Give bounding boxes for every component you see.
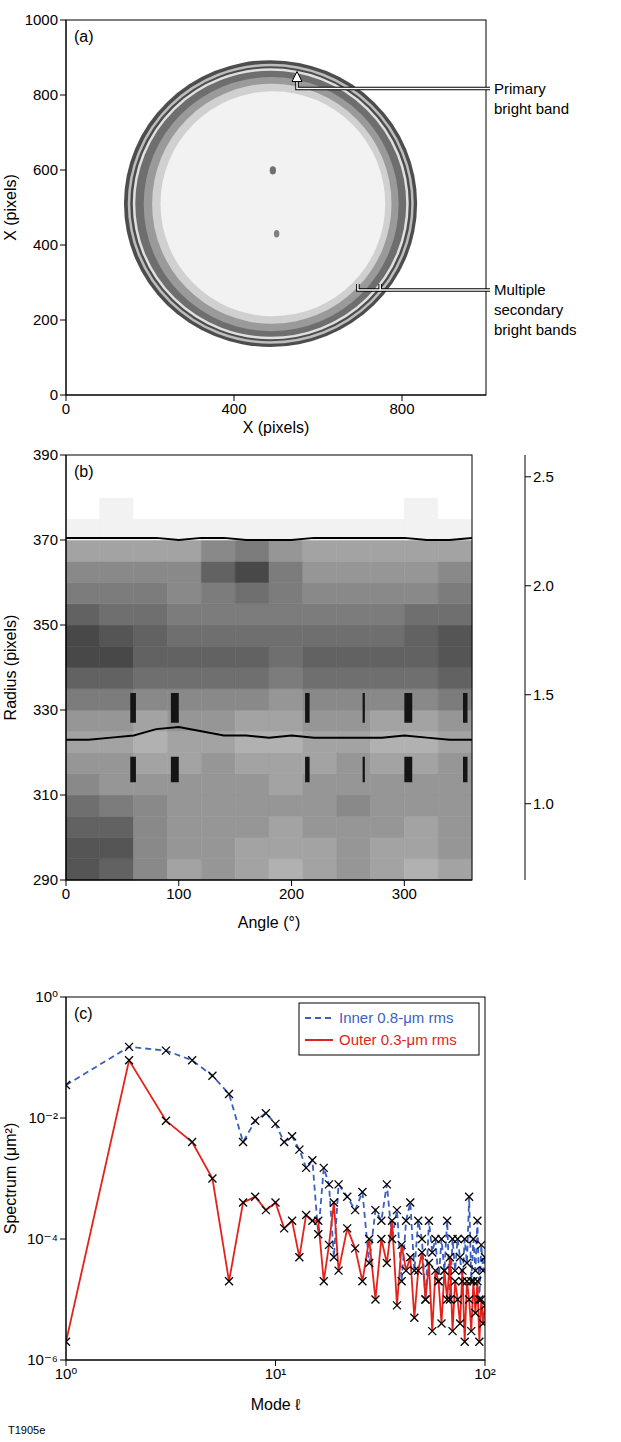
- svg-text:T1905e: T1905e: [8, 1424, 45, 1436]
- svg-text:Inner 0.8-μm rms: Inner 0.8-μm rms: [339, 1009, 454, 1026]
- svg-text:800: 800: [389, 400, 414, 417]
- svg-text:0: 0: [62, 885, 70, 902]
- svg-text:0: 0: [62, 400, 70, 417]
- svg-text:Radius (pixels): Radius (pixels): [2, 615, 19, 721]
- svg-text:Angle (°): Angle (°): [238, 914, 300, 931]
- svg-text:(a): (a): [74, 28, 94, 45]
- svg-text:400: 400: [221, 400, 246, 417]
- svg-text:370: 370: [33, 531, 58, 548]
- svg-text:10¹: 10¹: [265, 1365, 287, 1382]
- svg-text:10⁰: 10⁰: [35, 988, 58, 1005]
- svg-text:400: 400: [33, 236, 58, 253]
- svg-text:2.5: 2.5: [533, 468, 554, 485]
- svg-text:800: 800: [33, 86, 58, 103]
- svg-text:350: 350: [33, 616, 58, 633]
- svg-text:100: 100: [166, 885, 191, 902]
- svg-text:Outer 0.3-μm rms: Outer 0.3-μm rms: [339, 1031, 457, 1048]
- svg-text:1.0: 1.0: [533, 795, 554, 812]
- svg-text:390: 390: [33, 446, 58, 463]
- svg-text:600: 600: [33, 161, 58, 178]
- svg-text:200: 200: [279, 885, 304, 902]
- svg-text:10⁻²: 10⁻²: [28, 1109, 58, 1126]
- svg-text:10⁻⁴: 10⁻⁴: [27, 1230, 58, 1247]
- svg-text:Multiple: Multiple: [494, 281, 546, 298]
- svg-text:10⁻⁶: 10⁻⁶: [27, 1351, 58, 1368]
- svg-text:290: 290: [33, 871, 58, 888]
- svg-text:(c): (c): [74, 1005, 93, 1022]
- svg-text:X (pixels): X (pixels): [243, 419, 310, 436]
- svg-text:Mode ℓ: Mode ℓ: [251, 1396, 301, 1413]
- svg-text:(b): (b): [74, 463, 94, 480]
- svg-text:310: 310: [33, 786, 58, 803]
- svg-text:2.0: 2.0: [533, 577, 554, 594]
- svg-text:10⁰: 10⁰: [55, 1365, 78, 1382]
- svg-text:0: 0: [50, 386, 58, 403]
- svg-text:1.5: 1.5: [533, 686, 554, 703]
- svg-text:Primary: Primary: [494, 80, 546, 97]
- svg-text:Spectrum (μm²): Spectrum (μm²): [2, 1123, 19, 1234]
- svg-text:bright band: bright band: [494, 100, 569, 117]
- svg-text:300: 300: [392, 885, 417, 902]
- svg-text:330: 330: [33, 701, 58, 718]
- svg-text:10²: 10²: [474, 1365, 496, 1382]
- svg-text:secondary: secondary: [494, 301, 564, 318]
- svg-text:bright bands: bright bands: [494, 321, 577, 338]
- svg-text:200: 200: [33, 311, 58, 328]
- svg-text:X (pixels): X (pixels): [2, 174, 19, 241]
- svg-text:1000: 1000: [25, 11, 58, 28]
